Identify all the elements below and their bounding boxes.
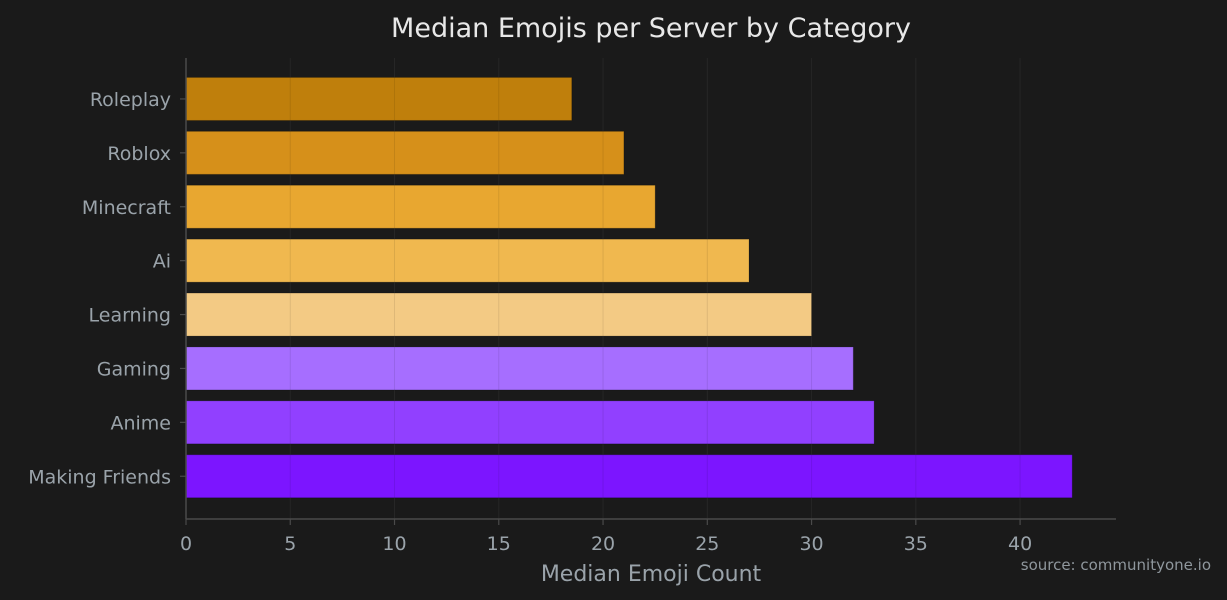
x-tick-label: 30 xyxy=(799,533,823,555)
y-tick-label: Roleplay xyxy=(90,89,171,111)
bar-ai xyxy=(185,238,750,283)
x-tick-label: 20 xyxy=(591,533,615,555)
bar-minecraft xyxy=(185,184,656,229)
x-tick-label: 10 xyxy=(382,533,406,555)
x-tick-labels: 0 5 10 15 20 25 30 35 40 xyxy=(180,519,1032,555)
x-tick-label: 25 xyxy=(695,533,719,555)
x-tick-label: 40 xyxy=(1008,533,1032,555)
y-tick-label: Anime xyxy=(110,412,171,434)
x-tick-label: 5 xyxy=(284,533,296,555)
y-tick-label: Gaming xyxy=(97,358,171,380)
bar-anime xyxy=(185,400,875,445)
bar-gaming xyxy=(185,346,854,391)
bar-making-friends xyxy=(185,454,1073,499)
y-tick-label: Making Friends xyxy=(28,466,171,488)
x-tick-label: 35 xyxy=(904,533,928,555)
y-tick-label: Ai xyxy=(153,251,171,273)
y-tick-label: Roblox xyxy=(107,143,171,165)
axes xyxy=(185,58,1116,520)
source-note: source: communityone.io xyxy=(1021,556,1211,574)
x-tick-label: 0 xyxy=(180,533,192,555)
bar-roblox xyxy=(185,130,625,175)
y-tick-label: Learning xyxy=(89,305,172,327)
x-axis-label: Median Emoji Count xyxy=(541,562,762,587)
bars xyxy=(185,58,1073,519)
bar-roleplay xyxy=(185,76,573,121)
x-tick-label: 15 xyxy=(487,533,511,555)
chart-title: Median Emojis per Server by Category xyxy=(391,13,911,44)
y-tick-labels: Roleplay Roblox Minecraft Ai Learning Gaming A… xyxy=(28,89,186,488)
y-tick-label: Minecraft xyxy=(82,197,171,219)
grid-lines xyxy=(289,58,1021,519)
